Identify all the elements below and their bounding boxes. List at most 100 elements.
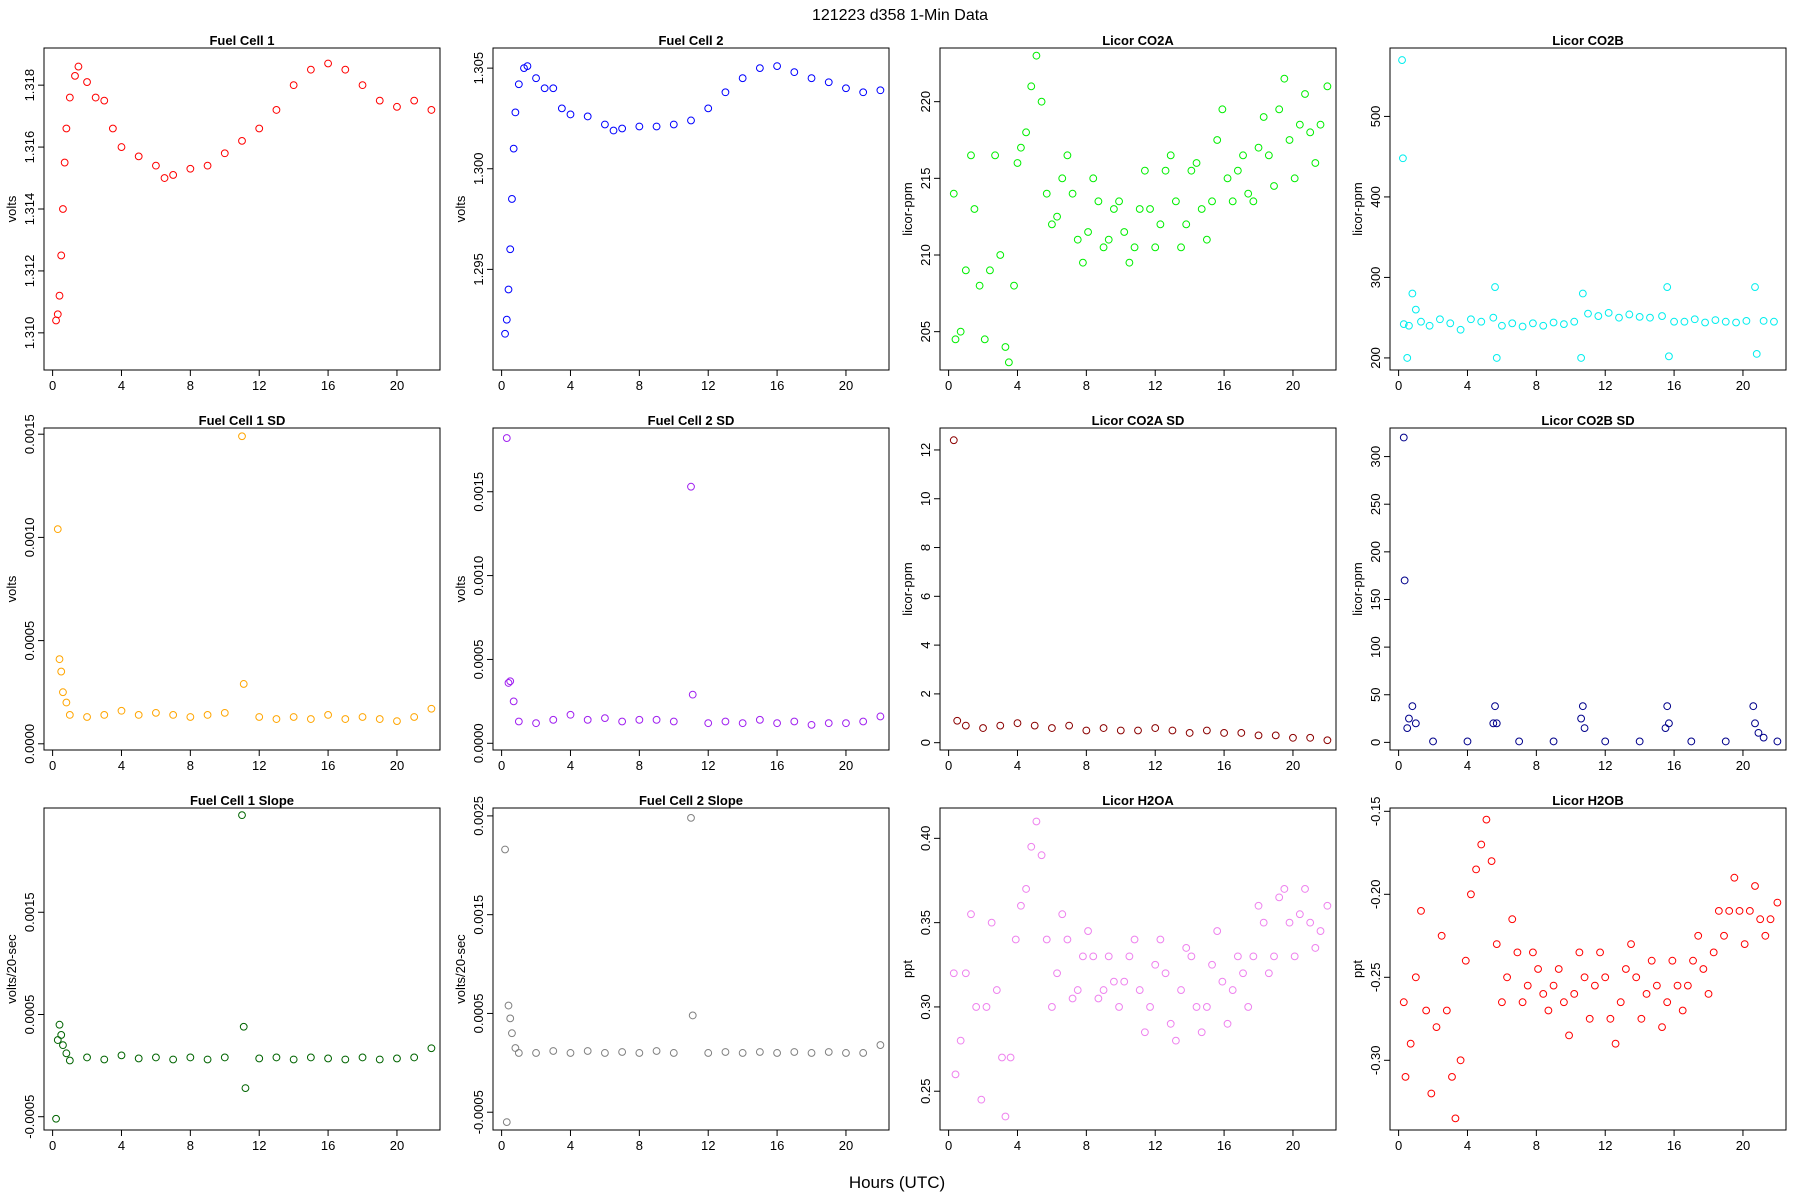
- data-point: [1042, 189, 1051, 198]
- data-point: [949, 436, 958, 445]
- y-tick-label: 1.300: [471, 152, 486, 185]
- y-tick-label: 0.0015: [22, 892, 37, 932]
- data-point: [1663, 702, 1672, 711]
- data-point: [1752, 350, 1761, 358]
- data-point: [583, 1047, 592, 1055]
- x-tick-label: 16: [770, 758, 784, 773]
- data-point: [1022, 128, 1030, 137]
- data-point: [738, 1049, 747, 1057]
- data-point: [511, 1044, 520, 1052]
- y-tick-label: -0.0005: [22, 1095, 37, 1139]
- x-tick-label: 0: [1395, 758, 1402, 773]
- data-point: [1508, 319, 1517, 328]
- y-tick-label: 0.0010: [471, 556, 486, 596]
- data-point: [53, 310, 62, 319]
- x-tick-label: 12: [1598, 378, 1612, 393]
- data-point: [53, 525, 62, 534]
- data-point: [1492, 354, 1501, 362]
- data-point: [1721, 317, 1730, 326]
- data-point: [1456, 325, 1465, 334]
- x-tick-label: 8: [636, 1138, 643, 1153]
- x-tick-label: 4: [567, 758, 574, 773]
- data-point: [1192, 1003, 1201, 1011]
- data-point: [549, 1047, 558, 1055]
- data-point: [824, 1048, 833, 1056]
- x-tick-label: 16: [1667, 378, 1681, 393]
- x-tick-label: 4: [567, 378, 574, 393]
- y-tick-label: 300: [1368, 267, 1383, 289]
- data-point: [509, 144, 518, 153]
- data-point: [1290, 952, 1299, 961]
- x-tick-label: 12: [1148, 758, 1162, 773]
- data-point: [1417, 317, 1425, 326]
- data-point: [1316, 120, 1325, 129]
- data-point: [506, 1014, 515, 1023]
- data-point: [1264, 969, 1273, 978]
- data-point: [1301, 885, 1309, 893]
- data-point: [1006, 1053, 1015, 1062]
- y-tick-label: 0.0015: [471, 895, 486, 935]
- data-point: [1575, 948, 1584, 957]
- data-point: [540, 84, 549, 93]
- data-point: [687, 813, 695, 822]
- x-tick-label: 4: [1014, 1138, 1021, 1153]
- panel-title: Licor CO2A SD: [1092, 413, 1185, 428]
- data-point: [501, 329, 509, 338]
- data-point: [635, 715, 644, 724]
- data-point: [59, 205, 67, 213]
- data-point: [687, 116, 695, 125]
- data-point: [91, 93, 100, 102]
- data-point: [1017, 143, 1025, 152]
- data-point: [169, 1055, 178, 1064]
- data-point: [100, 711, 109, 719]
- data-point: [1116, 726, 1125, 735]
- data-point: [1270, 182, 1278, 190]
- panel-title: Fuel Cell 2 SD: [648, 413, 735, 428]
- data-point: [1151, 960, 1160, 969]
- data-point: [842, 1049, 850, 1057]
- data-point: [1534, 965, 1542, 973]
- data-point: [1429, 737, 1437, 746]
- data-point: [1549, 981, 1558, 990]
- data-point: [1140, 166, 1149, 175]
- data-point: [1749, 702, 1758, 711]
- data-point: [583, 112, 592, 121]
- y-tick-label: 6: [918, 593, 933, 600]
- data-point: [977, 1095, 986, 1104]
- data-point: [1647, 956, 1656, 965]
- data-point: [1120, 228, 1129, 236]
- data-point: [1271, 731, 1280, 740]
- data-point: [1611, 1039, 1620, 1048]
- data-point: [1635, 312, 1644, 321]
- data-point: [652, 715, 661, 724]
- data-point: [1208, 960, 1216, 969]
- plot-frame: [43, 427, 441, 751]
- data-point: [1665, 352, 1673, 361]
- data-point: [1058, 910, 1067, 919]
- data-point: [1084, 927, 1092, 935]
- data-point: [1491, 702, 1499, 711]
- data-point: [1687, 737, 1696, 746]
- data-point: [1422, 1006, 1431, 1015]
- data-point: [1280, 885, 1289, 893]
- data-point: [1680, 317, 1689, 326]
- data-point: [1311, 159, 1320, 167]
- data-point: [514, 80, 523, 89]
- y-axis-label: licor-ppm: [1350, 562, 1365, 615]
- data-point: [65, 711, 74, 719]
- data-point: [1094, 994, 1103, 1003]
- data-point: [1185, 729, 1194, 737]
- data-point: [1254, 143, 1263, 152]
- data-point: [1013, 159, 1022, 167]
- data-point: [100, 96, 109, 105]
- y-tick-label: 1.314: [22, 193, 37, 226]
- data-point: [755, 715, 764, 724]
- data-point: [1223, 1019, 1232, 1028]
- data-point: [1405, 321, 1413, 330]
- data-point: [62, 698, 71, 707]
- data-point: [972, 1003, 981, 1011]
- chart-panel: Licor CO2B SD0 4 8 12 16 20050100150200250300…: [1350, 413, 1787, 773]
- y-tick-label: 1.318: [22, 69, 37, 102]
- data-point: [186, 713, 195, 721]
- x-tick-label: 16: [321, 378, 335, 393]
